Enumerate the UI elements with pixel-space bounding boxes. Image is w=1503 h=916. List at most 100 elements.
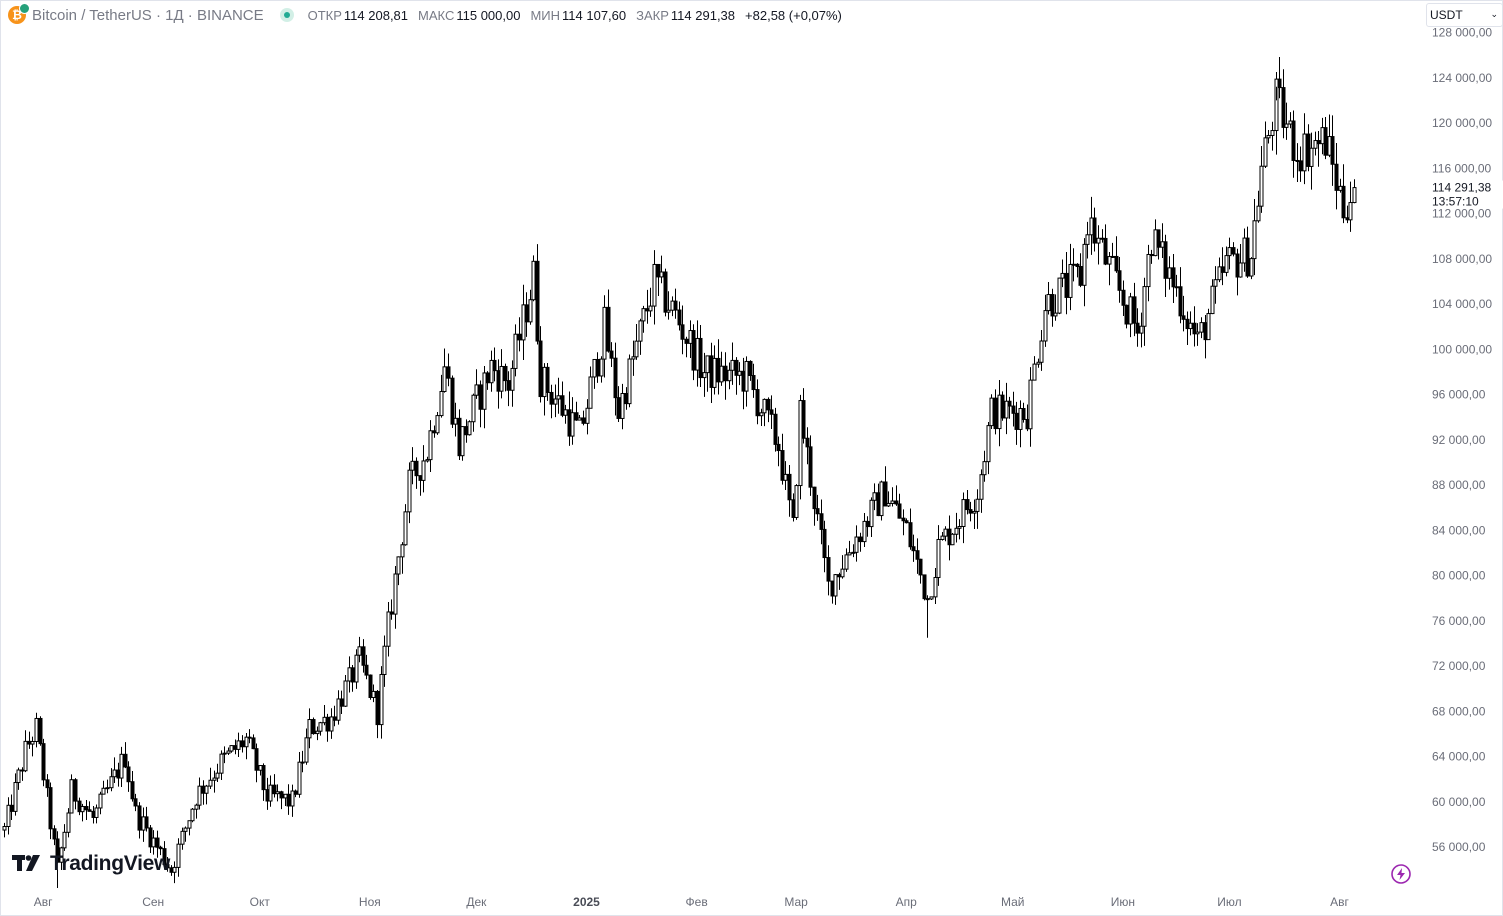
candle <box>702 352 707 397</box>
candle <box>382 635 387 687</box>
candle <box>1252 199 1257 276</box>
candle <box>1060 259 1065 288</box>
candle <box>897 493 902 519</box>
candle <box>350 664 355 692</box>
candle <box>783 461 788 491</box>
y-tick-label: 96 000,00 <box>1432 388 1486 402</box>
candle <box>197 777 202 810</box>
candle <box>755 379 760 425</box>
market-status-icon[interactable] <box>279 8 294 22</box>
tradingview-logo-icon <box>12 855 40 871</box>
lightning-icon[interactable] <box>1391 864 1411 884</box>
candle <box>911 534 916 562</box>
candle <box>41 738 46 787</box>
candle <box>517 317 522 352</box>
y-tick-label: 100 000,00 <box>1432 342 1492 356</box>
candle <box>1309 132 1314 190</box>
candle <box>858 532 863 552</box>
candle <box>293 789 298 798</box>
candle <box>599 356 604 383</box>
candle <box>1281 69 1286 139</box>
candle <box>1050 288 1055 327</box>
candle <box>1238 244 1243 278</box>
candle <box>59 846 64 871</box>
candle <box>137 802 142 839</box>
candle <box>16 767 21 790</box>
candle <box>105 779 110 794</box>
candle <box>723 352 728 400</box>
candle <box>435 412 440 435</box>
candle <box>212 770 217 793</box>
candle <box>975 489 980 529</box>
candle <box>101 780 106 795</box>
candle <box>357 636 362 663</box>
candle <box>148 824 153 853</box>
candle <box>993 389 998 435</box>
y-tick-label: 112 000,00 <box>1432 207 1491 221</box>
candle <box>1007 396 1012 419</box>
candle <box>315 726 320 741</box>
x-tick-label: Сен <box>142 895 164 909</box>
candle <box>954 512 959 543</box>
candle <box>1036 358 1041 368</box>
candle <box>698 325 703 387</box>
candle <box>52 825 57 846</box>
candle <box>80 803 85 822</box>
candle <box>393 565 398 629</box>
candle <box>492 347 497 382</box>
candle <box>190 808 195 823</box>
candle <box>112 757 117 783</box>
candle <box>87 801 92 812</box>
currency-select[interactable]: USDT ⌄ <box>1426 3 1503 27</box>
candle <box>386 602 391 657</box>
candle <box>666 291 671 320</box>
y-tick-label: 124 000,00 <box>1432 71 1492 85</box>
candle <box>656 263 661 297</box>
candle <box>894 485 899 506</box>
candle <box>329 708 334 739</box>
candle <box>208 767 213 789</box>
candle <box>222 746 227 764</box>
candle <box>986 421 991 475</box>
x-tick-label: 2025 <box>573 895 600 909</box>
candle <box>1274 72 1279 155</box>
candle <box>886 491 891 508</box>
x-tick-label: Авг <box>1330 895 1349 909</box>
candle <box>130 771 135 802</box>
candle <box>776 436 781 467</box>
candle <box>1124 304 1129 329</box>
candle <box>453 402 458 437</box>
y-tick-label: 88 000,00 <box>1432 478 1486 492</box>
candle <box>648 287 653 317</box>
candle <box>620 383 625 430</box>
candle <box>45 774 50 797</box>
candle <box>901 509 906 536</box>
candle <box>251 734 256 750</box>
candle <box>2 822 7 838</box>
candle <box>6 797 11 835</box>
candle <box>482 365 487 429</box>
candle <box>421 445 426 493</box>
candle <box>943 526 948 542</box>
candle <box>1156 229 1161 260</box>
high-value: 115 000,00 <box>456 7 521 23</box>
candle <box>1263 121 1268 169</box>
candle <box>407 462 412 524</box>
candle <box>883 466 888 507</box>
candle <box>297 752 302 798</box>
candle <box>229 745 234 753</box>
candle <box>819 499 824 545</box>
candle <box>677 301 682 331</box>
candle <box>794 484 799 520</box>
symbol-title[interactable]: Bitcoin / TetherUS · 1Д · BINANCE <box>32 6 264 24</box>
candle <box>343 674 348 707</box>
candle <box>972 499 977 530</box>
low-value: 114 107,60 <box>562 7 627 23</box>
candle <box>1132 282 1137 337</box>
tradingview-logo[interactable]: TradingView <box>12 852 170 876</box>
candle <box>503 363 508 392</box>
candle <box>712 345 717 395</box>
candle <box>1064 252 1069 315</box>
candle <box>780 433 785 485</box>
